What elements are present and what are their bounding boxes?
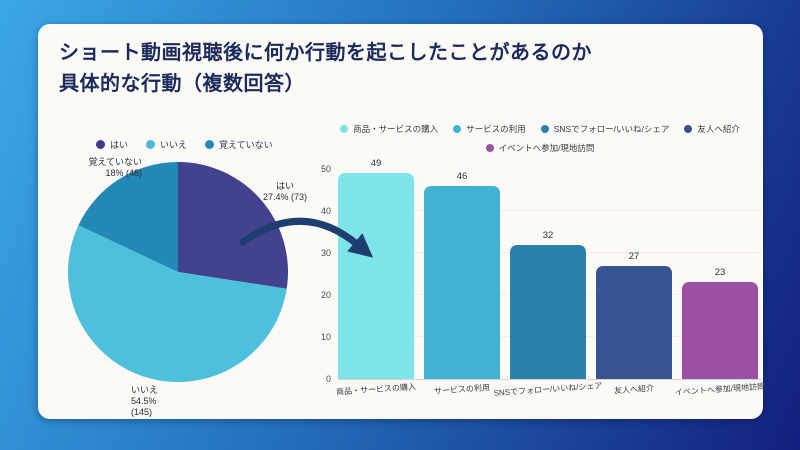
x-axis-category-label: イベントへ参加/現地訪問: [674, 381, 766, 398]
bar-value-label: 49: [370, 158, 382, 170]
legend-dot-icon: [340, 125, 349, 133]
pie-legend-item: いいえ: [146, 138, 187, 151]
pie-slice: [67, 225, 287, 383]
pie-legend-item: はい: [96, 138, 128, 151]
bar: [596, 265, 672, 379]
pie-annotation-line: いいえ: [131, 385, 159, 395]
pie-label-no: いいえ 54.5% (145): [131, 385, 221, 418]
legend-dot-icon: [684, 125, 693, 133]
bar-legend-label: SNSでフォロー/いいね/シェア: [553, 124, 670, 134]
legend-dot-icon: [540, 125, 549, 133]
y-axis-tick-label: 20: [320, 290, 331, 300]
bar-legend: 商品・サービスの購入 サービスの利用 SNSでフォロー/いいね/シェア 友人へ紹介イベ…: [320, 123, 760, 154]
pie-annotation-line: 18% (48): [105, 168, 142, 178]
title-line-1: ショート動画視聴後に何か行動を起こしたことがあるのか: [59, 42, 592, 64]
pie-annotation-line: 覚えていない: [88, 157, 142, 167]
legend-dot-icon: [96, 140, 105, 149]
bar-legend-item: イベントへ参加/現地訪問: [485, 142, 595, 154]
title-line-2: 具体的な行動（複数回答）: [59, 73, 305, 95]
bar-chart-plot: 0 10 20 30 40 50 49 商品・サービスの購入 46 サービスの利用 32 SNSでフォ…: [321, 158, 765, 398]
legend-dot-icon: [485, 144, 494, 152]
bar: [682, 282, 758, 379]
curved-arrow-icon: [239, 217, 374, 258]
pie-slice: [78, 162, 178, 272]
chart-card: ショート動画視聴後に何か行動を起こしたことがあるのか 具体的な行動（複数回答） …: [38, 24, 765, 419]
x-axis-category-label: サービスの利用: [433, 383, 491, 396]
y-axis-tick-label: 50: [320, 164, 331, 174]
bar-legend-item: 商品・サービスの購入: [340, 123, 438, 135]
bar-legend-row: 商品・サービスの購入 サービスの利用 SNSでフォロー/いいね/シェア 友人へ紹介: [320, 123, 760, 135]
y-axis-tick-label: 10: [320, 332, 331, 342]
pie-label-yes: はい 27.4% (73): [242, 181, 328, 203]
bar-legend-label: 商品・サービスの購入: [353, 124, 439, 134]
bar-legend-row: イベントへ参加/現地訪問: [320, 142, 760, 154]
pie-annotation-line: (145): [131, 407, 153, 417]
bar-legend-item: サービスの利用: [453, 123, 526, 135]
gridline: [338, 210, 762, 211]
pie-slice: [178, 162, 288, 289]
legend-dot-icon: [453, 125, 462, 133]
pie-annotation-line: はい: [275, 181, 294, 191]
y-axis-tick-label: 30: [320, 248, 331, 258]
pie-annotation-line: 27.4% (73): [262, 192, 308, 202]
bar-legend-item: 友人へ紹介: [684, 123, 740, 135]
bar-value-label: 32: [542, 229, 554, 241]
page-title: ショート動画視聴後に何か行動を起こしたことがあるのか 具体的な行動（複数回答）: [59, 38, 592, 100]
x-axis-category-label: 商品・サービスの購入: [335, 382, 417, 397]
bar: [424, 185, 500, 379]
pie-label-dont-remember: 覚えていない 18% (48): [46, 157, 142, 179]
legend-dot-icon: [205, 140, 215, 149]
pie-legend: はい いいえ 覚えていない: [96, 138, 273, 151]
bar-legend-label: サービスの利用: [466, 124, 526, 134]
bar-legend-label: イベントへ参加/現地訪問: [498, 143, 595, 153]
bar: [510, 244, 586, 379]
x-axis-category-label: SNSでフォロー/いいね/シェア: [493, 381, 603, 398]
pie-legend-item: 覚えていない: [205, 138, 273, 151]
bar-legend-label: 友人へ紹介: [697, 124, 740, 134]
bar-legend-item: SNSでフォロー/いいね/シェア: [540, 123, 670, 135]
y-axis-tick-label: 0: [325, 374, 331, 384]
pie-legend-label: 覚えていない: [219, 140, 273, 150]
bar-value-label: 27: [628, 250, 640, 262]
pie-legend-label: いいえ: [160, 140, 188, 150]
bar: [338, 173, 414, 379]
pie-legend-label: はい: [110, 140, 129, 150]
pie-annotation-line: 54.5%: [131, 396, 157, 406]
pie-chart: [67, 162, 288, 383]
bar-value-label: 23: [714, 267, 726, 279]
y-axis-tick-label: 40: [320, 206, 331, 216]
bar-value-label: 46: [456, 170, 468, 182]
legend-dot-icon: [146, 140, 156, 149]
x-axis-category-label: 友人へ紹介: [613, 383, 655, 396]
